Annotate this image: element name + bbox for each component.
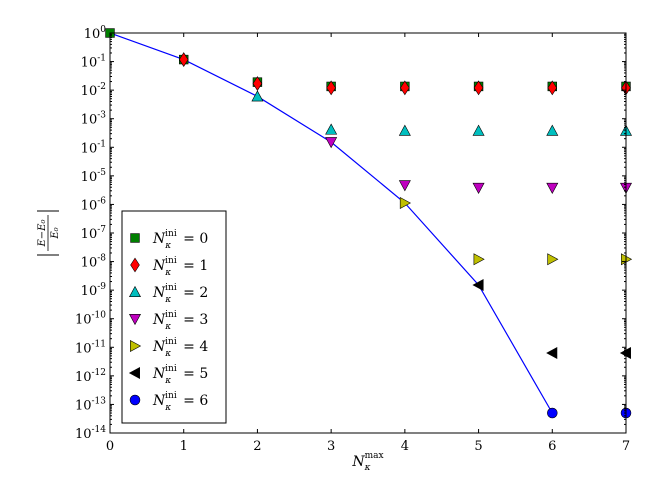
y-tick-label: 10-10 [75,311,106,328]
x-tick-label: 3 [327,439,335,454]
y-tick-label: 10-11 [75,339,106,356]
legend-label-0: Nκini = 0 [152,229,208,251]
data-point-series-2 [546,124,559,136]
y-tick-label: 10-7 [81,225,107,242]
data-point-series-3 [325,137,338,149]
x-tick-label: 2 [253,439,261,454]
data-point-series-4 [399,196,411,210]
legend-label-6: Nκini = 6 [152,391,208,413]
data-point-series-5 [472,278,484,292]
data-point-series-3 [472,182,485,194]
y-tick-label: 10-1 [81,54,106,71]
legend-marker-2 [128,285,142,297]
y-axis-label: E−E₀ E₀ [37,210,61,256]
y-label-numerator: E−E₀ [37,220,48,248]
legend-label-2: Nκini = 2 [152,283,208,305]
data-point-series-1 [400,80,410,96]
x-tick-label: 7 [622,439,630,454]
x-tick-label: 6 [548,439,556,454]
legend-marker-5 [128,366,140,380]
legend-marker-4 [130,339,142,353]
data-point-series-1 [326,80,336,96]
y-tick-label: 10-5 [81,168,107,185]
data-point-series-3 [398,180,411,192]
data-point-series-6 [547,407,558,419]
y-tick-label: 10-8 [81,254,107,271]
legend-label-3: Nκini = 3 [152,310,208,332]
legend-marker-3 [128,314,142,326]
y-tick-label: 10-2 [81,82,106,99]
data-point-series-2 [325,123,338,135]
x-axis-label: Nκmax [351,451,383,473]
data-point-series-5 [546,346,558,360]
x-tick-label: 5 [474,439,482,454]
data-point-series-3 [546,182,559,194]
y-tick-label: 10-6 [81,196,107,213]
x-tick-label: 4 [401,439,409,454]
legend-label-4: Nκini = 4 [152,337,208,359]
data-point-series-1 [473,80,484,96]
legend-label-1: Nκini = 1 [152,256,208,278]
y-tick-label: 10-1 [81,139,106,156]
data-point-series-2 [398,124,411,136]
y-tick-label: 10-12 [75,368,106,385]
y-tick-label: 10-3 [81,111,107,128]
y-label-denominator: E₀ [50,227,61,239]
x-tick-label: 1 [180,439,188,454]
legend-marker-0 [130,233,140,243]
legend-marker-6 [129,394,141,406]
axes-layer: 0 1 2 3 4 5 6 7 100 10-1 10-2 10-3 10-1 10-5 10-6 10-7 1… [37,25,630,473]
data-point-series-2 [251,90,264,102]
legend: Nκini = 0 Nκini = 1 Nκini = 2 Nκini = 3 Nκin… [121,210,227,424]
data-point-series-2 [472,124,485,136]
data-point-series-1 [178,52,189,68]
data-point-series-4 [547,253,559,266]
legend-marker-1 [130,257,140,273]
y-tick-label: 100 [84,25,107,42]
y-tick-label: 10-14 [75,425,106,442]
data-point-series-1 [547,80,558,96]
x-tick-label: 0 [106,439,114,454]
y-tick-label: 10-13 [75,396,106,413]
data-point-series-4 [473,253,485,266]
y-tick-label: 10-9 [81,282,107,299]
legend-label-5: Nκini = 5 [152,364,208,386]
